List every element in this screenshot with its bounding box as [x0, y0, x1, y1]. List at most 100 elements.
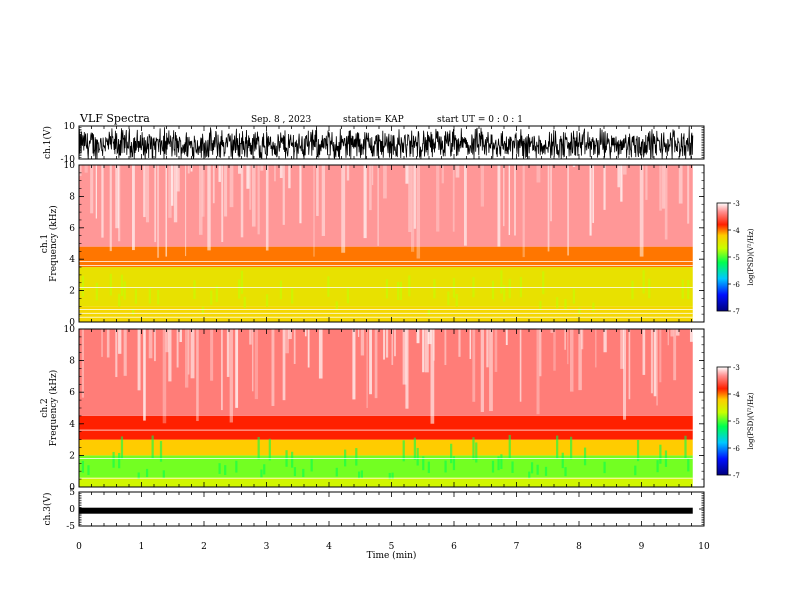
spectrogram-burst [112, 451, 115, 468]
spectrogram-streak [218, 165, 221, 182]
spectrogram-burst [452, 456, 456, 471]
spectrogram-burst [360, 470, 363, 478]
spectrogram-streak [118, 329, 122, 354]
spectrogram-streak [106, 329, 110, 358]
spectrogram-streak [79, 165, 82, 177]
spectrogram-streak [143, 329, 146, 421]
spectrogram-streak [249, 165, 252, 210]
y-tick-label: 8 [69, 192, 75, 202]
spectrogram-streak [385, 329, 389, 358]
spectrogram-streak [115, 329, 118, 378]
spectrogram-burst [134, 288, 138, 304]
x-tick-label: 0 [76, 542, 82, 552]
spectrogram-burst [87, 465, 90, 476]
ch1-spectrogram-panel: 0 2 4 6 8 10 ch.1 Frequency (kHz) [40, 161, 705, 328]
spectrogram-streak [589, 165, 592, 236]
spectrogram-burst [427, 309, 430, 316]
spectrogram-burst [408, 275, 411, 297]
colorbar-tick-label: -7 [733, 472, 740, 480]
spectrogram-burst [344, 449, 347, 467]
y-tick-label: 0 [69, 483, 75, 493]
spectrogram-streak [95, 165, 97, 219]
spectrogram-streak [503, 165, 505, 227]
spectrogram-streak [360, 329, 365, 356]
y-tick-label: 6 [69, 224, 75, 234]
colorbar-tick-label: -3 [733, 364, 740, 372]
spectrogram-streak [480, 165, 485, 207]
spectrogram-streak [293, 329, 296, 364]
spectrogram-streak [670, 329, 674, 337]
spectrogram-streak [221, 165, 224, 242]
y-axis-label: Frequency (kHz) [48, 370, 59, 447]
spectrogram-streak [176, 165, 180, 192]
x-tick-label: 5 [389, 542, 395, 552]
y-tick-label: -10 [61, 155, 76, 165]
spectrogram-streak [201, 165, 205, 217]
spectrogram-streak [547, 165, 550, 252]
spectrogram-streak [265, 165, 269, 251]
spectrogram-streak [226, 329, 230, 377]
spectrogram-streak [81, 329, 84, 398]
spectrogram-streak [458, 329, 461, 357]
spectrogram-burst [355, 448, 358, 466]
spectrogram-band [79, 477, 693, 487]
spectrogram-burst [500, 270, 503, 294]
spectrogram-streak [249, 329, 252, 345]
spectrogram-streak [229, 329, 233, 423]
spectrogram-streak [653, 329, 657, 397]
spectrogram-streak [536, 329, 540, 415]
spectrogram-band [79, 439, 693, 456]
x-axis-label: Time (min) [367, 550, 417, 561]
spectrogram-streak [383, 329, 385, 360]
spectrogram-burst [556, 435, 559, 459]
spectrogram-streak [394, 329, 396, 357]
spectrogram-burst [603, 461, 606, 474]
spectrogram-streak [185, 165, 187, 257]
spectrogram-burst [530, 462, 534, 474]
spectrogram-streak [408, 165, 412, 233]
y-tick-label: 10 [64, 325, 76, 335]
spectrogram-streak [224, 165, 228, 217]
spectrogram-burst [544, 466, 548, 476]
spectrogram-burst [132, 308, 135, 315]
y-tick-label: -5 [66, 522, 75, 532]
spectrogram-burst [564, 467, 567, 477]
spectrogram-streak [603, 329, 607, 353]
spectrogram-streak [165, 165, 168, 257]
spectrogram-streak [374, 329, 378, 399]
ch3-waveform-band [79, 507, 693, 514]
spectrogram-streak [592, 165, 595, 223]
spectrogram-streak [123, 329, 127, 376]
spectrogram-burst [497, 456, 500, 471]
spectrogram-burst [659, 444, 662, 464]
spectrogram-burst [145, 468, 149, 478]
x-tick-label: 1 [139, 542, 145, 552]
spectrogram-streak [519, 329, 522, 402]
spectrogram-burst [302, 468, 305, 478]
spectrogram-streak [109, 165, 112, 252]
y-axis-label: ch.1 [40, 234, 50, 253]
spectrogram-streak [413, 165, 417, 229]
spectrogram-streak [207, 165, 211, 251]
spectrogram-streak [522, 165, 525, 258]
spectrogram-burst [422, 456, 425, 471]
spectrogram-burst [151, 435, 154, 459]
spectrogram-burst [118, 452, 121, 469]
spectrogram-streak [173, 165, 178, 223]
colorbar-tick-label: -5 [733, 254, 740, 262]
spectrogram-streak [383, 165, 387, 199]
spectrogram-burst [578, 307, 581, 315]
y-tick-label: 10 [64, 122, 76, 132]
spectrogram-streak [656, 329, 658, 406]
spectrogram-streak [357, 329, 360, 337]
spectrogram-streak [162, 329, 167, 424]
y-tick-label: 5 [69, 488, 75, 498]
spectrogram-streak [444, 329, 447, 366]
spectrogram-streak [190, 165, 193, 172]
spectrogram-streak [402, 329, 407, 385]
spectrogram-streak [196, 329, 199, 422]
spectrogram-streak [251, 329, 254, 392]
spectrogram-streak [176, 329, 179, 368]
spectrogram-streak [480, 329, 484, 412]
spectrogram-burst [81, 460, 85, 473]
